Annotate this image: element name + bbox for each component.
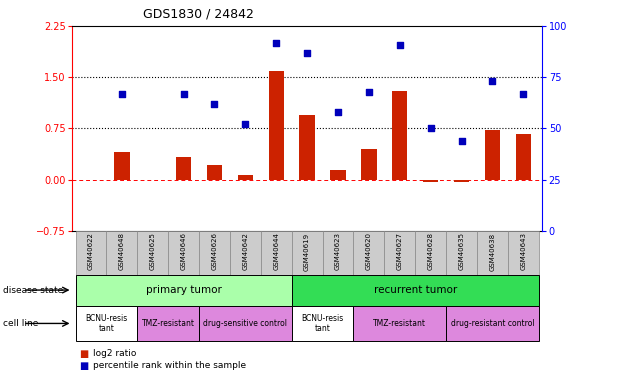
Text: GSM40627: GSM40627 bbox=[397, 232, 403, 270]
Text: drug-sensitive control: drug-sensitive control bbox=[203, 319, 287, 328]
Text: GSM40622: GSM40622 bbox=[88, 232, 94, 270]
Bar bbox=[76, 231, 106, 274]
Bar bbox=[76, 306, 137, 341]
Point bbox=[395, 42, 405, 48]
Bar bbox=[76, 274, 292, 306]
Text: GSM40644: GSM40644 bbox=[273, 232, 279, 270]
Text: BCNU-resis
tant: BCNU-resis tant bbox=[301, 314, 344, 333]
Bar bbox=[392, 91, 408, 180]
Text: GSM40648: GSM40648 bbox=[119, 232, 125, 270]
Text: GSM40635: GSM40635 bbox=[459, 232, 464, 270]
Bar bbox=[477, 231, 508, 274]
Bar bbox=[199, 306, 292, 341]
Bar bbox=[137, 231, 168, 274]
Text: GSM40643: GSM40643 bbox=[520, 232, 526, 270]
Text: ■: ■ bbox=[79, 349, 88, 358]
Point bbox=[271, 40, 281, 46]
Bar bbox=[114, 152, 130, 180]
Text: percentile rank within the sample: percentile rank within the sample bbox=[93, 361, 246, 370]
Text: GSM40638: GSM40638 bbox=[490, 232, 495, 270]
Text: drug-resistant control: drug-resistant control bbox=[450, 319, 534, 328]
Bar bbox=[361, 149, 377, 180]
Text: GSM40626: GSM40626 bbox=[212, 232, 217, 270]
Text: log2 ratio: log2 ratio bbox=[93, 349, 136, 358]
Point bbox=[240, 122, 250, 128]
Bar bbox=[484, 130, 500, 180]
Point bbox=[364, 88, 374, 94]
Text: GSM40623: GSM40623 bbox=[335, 232, 341, 270]
Text: GSM40628: GSM40628 bbox=[428, 232, 433, 270]
Bar bbox=[207, 165, 222, 180]
Bar bbox=[515, 134, 531, 180]
Text: cell line: cell line bbox=[3, 319, 38, 328]
Point bbox=[302, 50, 312, 56]
Point bbox=[117, 91, 127, 97]
Text: primary tumor: primary tumor bbox=[146, 285, 222, 295]
Text: GDS1830 / 24842: GDS1830 / 24842 bbox=[143, 8, 254, 21]
Bar bbox=[353, 231, 384, 274]
Bar bbox=[415, 231, 446, 274]
Point bbox=[518, 91, 529, 97]
Text: disease state: disease state bbox=[3, 286, 64, 295]
Bar bbox=[230, 231, 261, 274]
Bar bbox=[384, 231, 415, 274]
Bar bbox=[446, 306, 539, 341]
Bar bbox=[137, 306, 199, 341]
Point bbox=[209, 101, 219, 107]
Bar bbox=[423, 180, 438, 182]
Bar bbox=[292, 274, 539, 306]
Text: TMZ-resistant: TMZ-resistant bbox=[142, 319, 195, 328]
Bar bbox=[323, 231, 353, 274]
Text: ■: ■ bbox=[79, 361, 88, 370]
Bar bbox=[292, 231, 323, 274]
Text: GSM40642: GSM40642 bbox=[243, 232, 248, 270]
Point bbox=[178, 91, 188, 97]
Bar bbox=[330, 170, 346, 180]
Text: GSM40620: GSM40620 bbox=[366, 232, 372, 270]
Bar bbox=[454, 180, 469, 182]
Bar bbox=[199, 231, 230, 274]
Text: BCNU-resis
tant: BCNU-resis tant bbox=[85, 314, 127, 333]
Point bbox=[333, 109, 343, 115]
Bar bbox=[238, 175, 253, 180]
Bar bbox=[446, 231, 477, 274]
Point bbox=[488, 78, 498, 84]
Bar bbox=[353, 306, 446, 341]
Bar bbox=[299, 115, 315, 180]
Text: TMZ-resistant: TMZ-resistant bbox=[373, 319, 427, 328]
Text: GSM40646: GSM40646 bbox=[181, 232, 186, 270]
Text: recurrent tumor: recurrent tumor bbox=[374, 285, 457, 295]
Bar bbox=[261, 231, 292, 274]
Point bbox=[457, 138, 467, 144]
Bar bbox=[106, 231, 137, 274]
Bar bbox=[268, 70, 284, 180]
Bar bbox=[176, 157, 192, 180]
Bar bbox=[508, 231, 539, 274]
Point bbox=[426, 125, 436, 132]
Text: GSM40625: GSM40625 bbox=[150, 232, 156, 270]
Bar bbox=[168, 231, 199, 274]
Text: GSM40619: GSM40619 bbox=[304, 232, 310, 270]
Bar bbox=[292, 306, 353, 341]
